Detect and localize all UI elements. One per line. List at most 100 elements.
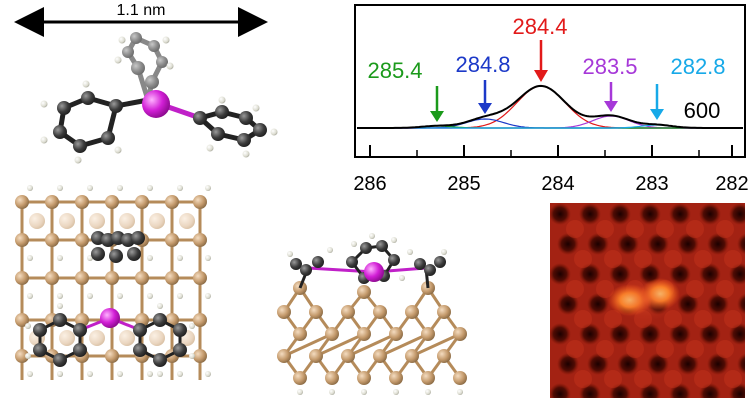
- carbon-atom: [109, 249, 123, 263]
- h-atom: [117, 185, 123, 191]
- stm-dark-site: [617, 353, 639, 375]
- h-atom: [27, 293, 33, 299]
- stm-dark-site: [677, 293, 699, 315]
- si-atom: [165, 233, 179, 247]
- si-atom: [193, 313, 207, 327]
- stm-dark-site: [699, 323, 721, 345]
- h-atom: [205, 185, 211, 191]
- stm-bright-site: [566, 280, 584, 298]
- carbon-atom: [312, 256, 324, 268]
- carbon-atom: [300, 264, 312, 276]
- x-tick-label: 282: [715, 173, 748, 195]
- x-tick-label: 283: [635, 173, 668, 195]
- phosphorus-atom: [142, 90, 170, 118]
- stm-bright-site: [634, 370, 652, 388]
- stm-dark-site: [609, 263, 631, 285]
- si-atom: [45, 195, 59, 209]
- stm-bright-site: [716, 280, 734, 298]
- h-atom: [205, 255, 211, 261]
- si-bond: [283, 332, 333, 358]
- h-atom: [87, 371, 93, 377]
- stm-dark-site: [557, 293, 579, 315]
- width-label: 1.1 nm: [117, 2, 166, 19]
- h-atom: [205, 371, 211, 377]
- si-bond: [411, 332, 461, 358]
- fit-curves: [357, 84, 743, 129]
- envelope-curve: [357, 84, 743, 129]
- si-atom: [421, 327, 435, 341]
- si-atom: [75, 271, 89, 285]
- stm-dark-site: [647, 353, 669, 375]
- si-atom: [453, 327, 467, 341]
- carbon-atom: [73, 323, 87, 337]
- stm-bright-site: [664, 250, 682, 268]
- h-atom: [25, 323, 31, 329]
- carbon-atom: [414, 258, 426, 270]
- stm-bright-site: [716, 220, 734, 238]
- surface-side-view: [277, 233, 467, 395]
- si-atom: [15, 233, 29, 247]
- h-atom: [57, 255, 63, 261]
- h-atom: [441, 249, 447, 255]
- si-subsurface-atom: [59, 213, 75, 229]
- si-atom: [341, 349, 355, 363]
- si-atom: [309, 349, 323, 363]
- si-atoms: [277, 281, 467, 395]
- stm-bright-site: [686, 340, 704, 358]
- stm-dark-site: [609, 323, 631, 345]
- h-atom: [369, 233, 375, 239]
- stm-dark-site: [669, 263, 691, 285]
- surface-top-view: [15, 185, 211, 380]
- stm-bright-site: [566, 340, 584, 358]
- si-atom: [373, 349, 387, 363]
- stm-bright-site: [604, 370, 622, 388]
- si-atom: [405, 305, 419, 319]
- si-atom: [357, 371, 371, 385]
- stm-dark-site: [737, 293, 745, 315]
- p-bond: [307, 266, 375, 274]
- stm-bright-site: [746, 220, 750, 238]
- carbon-atom: [131, 231, 145, 245]
- si-subsurface-atom: [89, 330, 105, 346]
- temperature-label: 600: [684, 98, 721, 123]
- stm-dark-site: [557, 233, 579, 255]
- h-atom: [177, 185, 183, 191]
- stm-dark-site: [699, 383, 721, 398]
- stm-bright-site: [724, 370, 742, 388]
- adsorbed-molecule-flat-atoms: [25, 303, 195, 377]
- si-atom: [453, 371, 467, 385]
- molecule-atoms: [40, 32, 278, 164]
- stm-dark-site: [579, 323, 601, 345]
- carbon-atom: [424, 264, 436, 276]
- si-atom: [193, 233, 207, 247]
- x-axis-ticks: [369, 145, 733, 157]
- h-atom: [457, 389, 463, 395]
- stm-image: [550, 203, 750, 398]
- carbon-atom: [127, 247, 141, 261]
- xps-spectrum: 286 285 284 283 282 285.4 284.8 284.4 28…: [353, 4, 749, 195]
- stm-dark-site: [647, 233, 669, 255]
- stm-bright-site: [656, 340, 674, 358]
- si-atom: [293, 371, 307, 385]
- stm-dark-site: [699, 203, 721, 225]
- stm-bright-site: [604, 310, 622, 328]
- x-tick-label: 284: [541, 173, 574, 195]
- h-atom: [351, 241, 357, 247]
- peak-labels: 285.4 284.8 284.4 283.5 282.8 600: [367, 14, 725, 123]
- si-atom: [405, 349, 419, 363]
- carbon-atom: [173, 323, 187, 337]
- h-atom: [287, 251, 293, 257]
- carbon-atom: [360, 242, 372, 254]
- stm-dark-site: [677, 353, 699, 375]
- stm-bright-site: [574, 250, 592, 268]
- h-atom: [27, 185, 33, 191]
- stm-dark-site: [639, 203, 661, 225]
- si-atom: [45, 233, 59, 247]
- h-atom: [399, 275, 405, 281]
- carbon-atom: [53, 353, 67, 367]
- si-atom: [15, 349, 29, 363]
- stm-dark-site: [579, 263, 601, 285]
- si-atom: [135, 195, 149, 209]
- h-atom: [297, 389, 303, 395]
